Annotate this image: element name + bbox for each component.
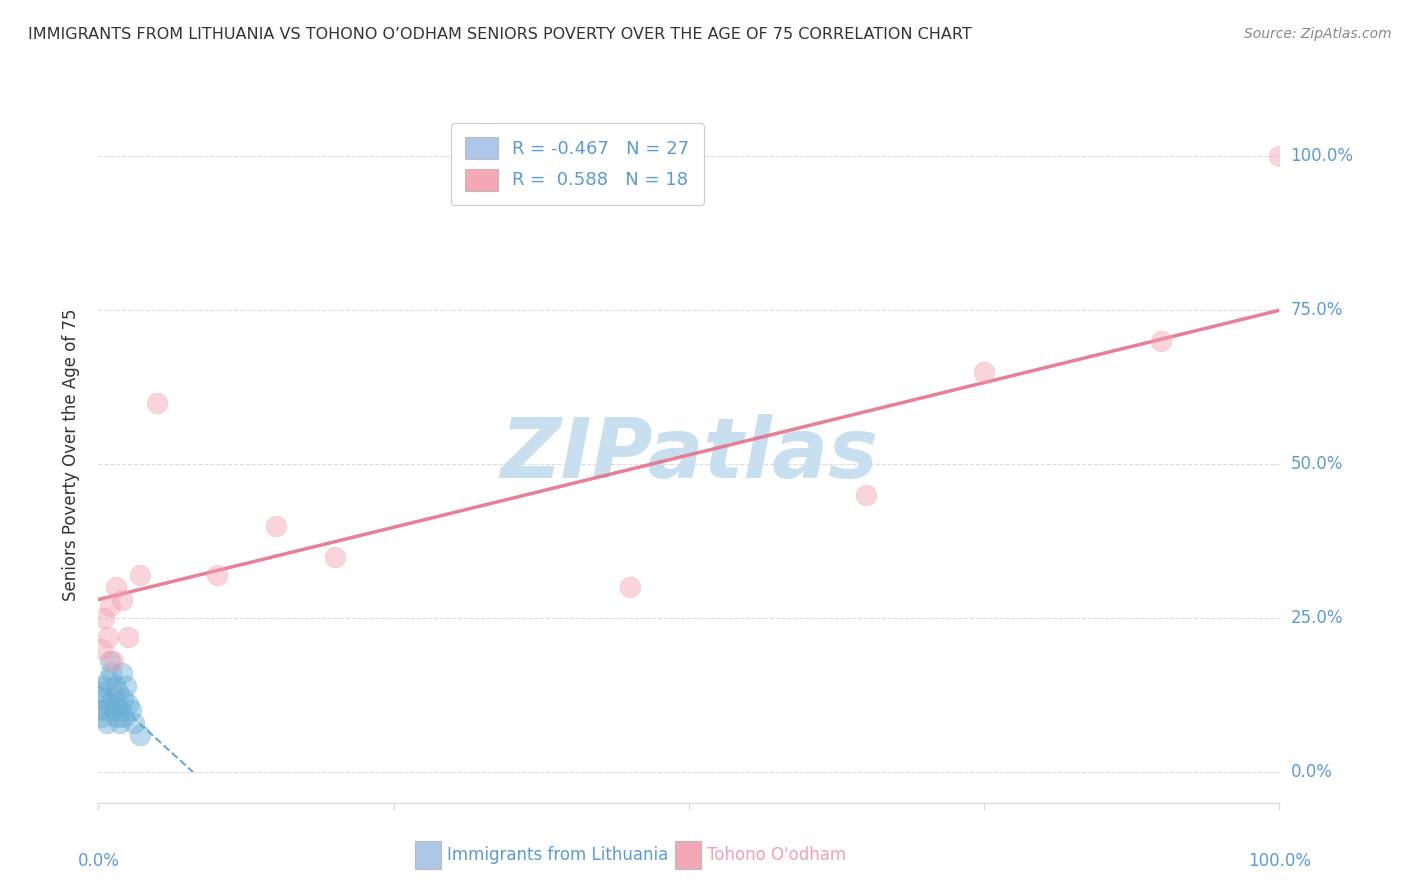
- Point: [111, 592, 134, 607]
- Point: [93, 679, 115, 693]
- Point: [128, 728, 150, 742]
- Point: [91, 691, 114, 706]
- Point: [112, 709, 135, 723]
- Text: Source: ZipAtlas.com: Source: ZipAtlas.com: [1244, 27, 1392, 41]
- Point: [105, 698, 128, 712]
- Point: [98, 599, 121, 613]
- Text: 50.0%: 50.0%: [1291, 455, 1343, 473]
- Text: 25.0%: 25.0%: [1291, 609, 1343, 627]
- Text: IMMIGRANTS FROM LITHUANIA VS TOHONO O’ODHAM SENIORS POVERTY OVER THE AGE OF 75 C: IMMIGRANTS FROM LITHUANIA VS TOHONO O’OD…: [28, 27, 972, 42]
- Point: [98, 654, 121, 668]
- Point: [264, 518, 287, 533]
- Point: [98, 698, 121, 712]
- Point: [114, 679, 136, 693]
- Point: [104, 679, 127, 693]
- Point: [103, 703, 125, 717]
- Text: Tohono O'odham: Tohono O'odham: [707, 846, 846, 864]
- Point: [121, 703, 143, 717]
- Text: 75.0%: 75.0%: [1291, 301, 1343, 319]
- Text: 0.0%: 0.0%: [77, 852, 120, 870]
- Point: [112, 691, 135, 706]
- Point: [1150, 334, 1173, 348]
- Point: [122, 715, 145, 730]
- Point: [323, 549, 346, 564]
- Point: [855, 488, 877, 502]
- Point: [90, 685, 112, 699]
- Point: [105, 580, 128, 594]
- Point: [89, 703, 111, 717]
- Point: [101, 654, 124, 668]
- Point: [1268, 149, 1291, 163]
- Point: [105, 709, 128, 723]
- Legend: R = -0.467   N = 27, R =  0.588   N = 18: R = -0.467 N = 27, R = 0.588 N = 18: [450, 123, 703, 205]
- Point: [205, 568, 228, 582]
- Point: [110, 703, 132, 717]
- FancyBboxPatch shape: [415, 841, 441, 869]
- Point: [97, 673, 120, 687]
- Text: ZIPatlas: ZIPatlas: [501, 415, 877, 495]
- Point: [100, 666, 122, 681]
- Point: [97, 630, 120, 644]
- Text: 100.0%: 100.0%: [1291, 147, 1354, 165]
- Text: Immigrants from Lithuania: Immigrants from Lithuania: [447, 846, 668, 864]
- FancyBboxPatch shape: [675, 841, 700, 869]
- Point: [146, 395, 169, 409]
- Point: [91, 641, 114, 656]
- Text: 0.0%: 0.0%: [1291, 763, 1333, 781]
- Point: [619, 580, 641, 594]
- Point: [93, 611, 115, 625]
- Point: [101, 691, 124, 706]
- Y-axis label: Seniors Poverty Over the Age of 75: Seniors Poverty Over the Age of 75: [62, 309, 80, 601]
- Point: [111, 666, 134, 681]
- Point: [108, 715, 131, 730]
- Text: 100.0%: 100.0%: [1249, 852, 1310, 870]
- Point: [117, 698, 139, 712]
- Point: [96, 715, 118, 730]
- Point: [107, 685, 129, 699]
- Point: [128, 568, 150, 582]
- Point: [973, 365, 995, 379]
- Point: [117, 630, 139, 644]
- Point: [91, 709, 114, 723]
- Point: [94, 703, 117, 717]
